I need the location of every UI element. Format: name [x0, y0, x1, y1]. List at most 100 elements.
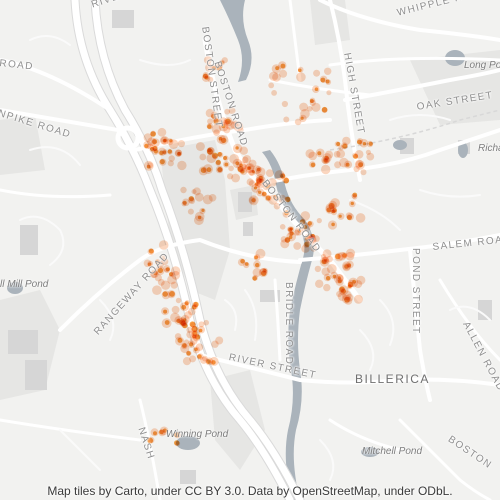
place-label-mill-pond: ll Mill Pond — [0, 279, 49, 290]
incident-point — [344, 296, 350, 303]
incident-point-glow — [143, 133, 153, 142]
incident-point-glow — [188, 197, 196, 205]
incident-point-glow — [353, 294, 363, 304]
incident-point — [182, 200, 187, 205]
incident-point-glow — [248, 159, 257, 168]
incident-point — [159, 150, 164, 155]
incident-point — [255, 262, 260, 268]
incident-point — [215, 159, 221, 165]
incident-point — [148, 248, 154, 254]
incident-point — [298, 68, 302, 73]
incident-point-glow — [252, 268, 262, 277]
incident-point-glow — [293, 242, 302, 250]
incident-point-glow — [203, 56, 212, 65]
incident-point — [240, 259, 245, 264]
incident-point-glow — [265, 169, 274, 178]
incident-point — [218, 136, 223, 141]
incident-point-glow — [325, 203, 335, 213]
water-bodies — [7, 0, 468, 500]
incident-point-glow — [170, 312, 180, 323]
incident-point — [207, 148, 213, 155]
road-label-bridle-road: BRIDLE ROAD — [283, 282, 294, 366]
incident-point — [169, 272, 173, 277]
incident-point — [310, 162, 316, 168]
incident-point-glow — [177, 160, 187, 171]
incident-point — [368, 141, 373, 146]
incident-point-glow — [299, 102, 308, 112]
incident-point-glow — [354, 150, 364, 159]
incident-point — [283, 177, 290, 184]
incident-point-glow — [198, 321, 205, 328]
incident-point-glow — [187, 208, 194, 215]
incident-point — [177, 337, 183, 343]
incident-point — [350, 201, 354, 206]
incident-point-glow — [272, 72, 281, 82]
incident-point — [254, 255, 258, 260]
incident-point-glow — [199, 153, 207, 161]
incident-point — [221, 124, 226, 129]
incident-point — [198, 328, 203, 333]
incident-point — [147, 262, 152, 267]
incident-point-glow — [334, 161, 342, 169]
incident-point — [320, 77, 326, 83]
incident-point-glow — [301, 244, 310, 253]
incident-point — [336, 141, 341, 147]
incident-point — [302, 225, 308, 230]
incident-point — [213, 118, 219, 124]
incident-point-glow — [206, 153, 217, 164]
incident-point-glow — [336, 149, 346, 159]
incident-point — [254, 182, 259, 187]
incident-point-glow — [267, 178, 277, 188]
incident-point — [251, 170, 255, 174]
incident-point-glow — [186, 330, 194, 339]
incident-point — [177, 151, 181, 156]
incident-point — [224, 162, 229, 167]
incident-point — [285, 196, 291, 203]
incident-point-glow — [296, 72, 306, 82]
incident-point-glow — [203, 319, 209, 326]
incident-point-glow — [321, 164, 331, 175]
incident-point — [317, 151, 322, 156]
incident-point — [217, 152, 222, 157]
incident-point — [169, 291, 175, 297]
incident-point-glow — [365, 149, 371, 155]
incident-point — [174, 440, 180, 446]
incident-point-glow — [239, 146, 248, 155]
incident-point-glow — [273, 202, 281, 210]
incident-point — [337, 276, 341, 280]
incident-point — [299, 219, 305, 225]
incident-point-glow — [152, 285, 162, 296]
incident-point — [194, 334, 201, 340]
incident-point — [309, 99, 314, 103]
incident-point-glow — [202, 355, 208, 362]
incident-point-glow — [228, 107, 236, 115]
incident-point-glow — [182, 357, 192, 366]
incident-point — [155, 260, 160, 265]
incident-point-glow — [215, 165, 224, 174]
incident-point-glow — [294, 118, 302, 126]
incident-point-glow — [326, 90, 332, 96]
incident-point — [152, 139, 158, 145]
incident-point-glow — [228, 165, 234, 172]
incident-point-glow — [355, 159, 364, 168]
incident-point-glow — [216, 62, 223, 69]
incident-point-glow — [177, 140, 185, 148]
incident-point — [153, 431, 157, 436]
incident-point — [244, 262, 249, 266]
incident-point-glow — [168, 155, 175, 162]
incident-point — [325, 276, 331, 281]
incident-point — [162, 428, 167, 433]
minor-streets — [19, 35, 491, 481]
map-attribution[interactable]: Map tiles by Carto, under CC BY 3.0. Dat… — [47, 484, 453, 498]
incident-point-glow — [207, 118, 214, 125]
incident-point — [169, 139, 173, 143]
incident-point — [288, 235, 293, 239]
incident-point-glow — [268, 82, 275, 89]
incident-point — [182, 343, 187, 348]
incident-point — [189, 321, 196, 328]
incident-point — [342, 143, 348, 149]
incident-point — [288, 227, 293, 232]
incident-point-glow — [279, 69, 288, 78]
